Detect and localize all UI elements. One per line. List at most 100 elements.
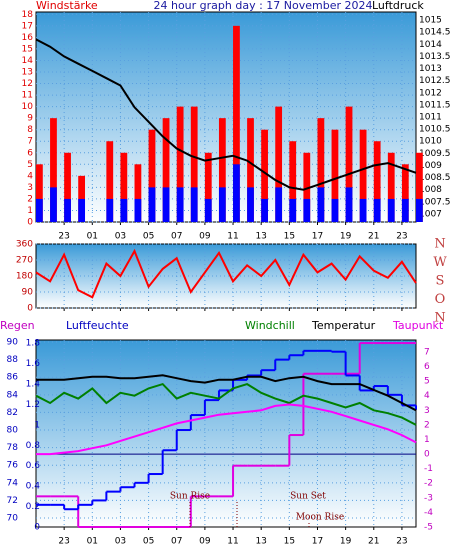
y-tick-label: 17 — [22, 21, 33, 31]
x-tick-label: 03 — [115, 232, 126, 242]
x-tick-label: 15 — [284, 537, 295, 547]
y2-tick-label: -3 — [424, 493, 433, 503]
y-tick-label: 14 — [22, 56, 34, 66]
y-tick-label: 360 — [16, 240, 33, 250]
wind-bar — [261, 198, 268, 222]
series-line — [35, 38, 417, 191]
x-tick-label: 23 — [58, 537, 69, 547]
y-tick-label: 18 — [22, 10, 34, 20]
wind-bar — [247, 118, 254, 222]
y2-tick-label: 1008 — [419, 185, 442, 195]
y-tick-label: 70 — [7, 514, 19, 524]
series-line — [36, 374, 417, 412]
y-tick-label: 10 — [22, 102, 34, 112]
wind-bar — [387, 152, 395, 222]
wind-bar — [50, 118, 57, 222]
y2-tick-label: 1009.5 — [419, 149, 451, 159]
y2-tick-label: 2 — [424, 420, 430, 430]
wind-bar — [36, 164, 43, 222]
y-tick-label: 9 — [27, 114, 33, 124]
wind-bar — [233, 164, 240, 222]
wind-bar — [401, 198, 409, 222]
y2-tick-label: 1013 — [419, 64, 442, 74]
y-tick-label: 3 — [27, 183, 33, 193]
y2-tick-label: -5 — [424, 523, 433, 533]
y2-tick-label: 1009 — [419, 161, 442, 171]
y2-tick-label: 1008.5 — [419, 173, 451, 183]
x-tick-label: 07 — [171, 232, 182, 242]
wind-bar — [106, 141, 114, 222]
y2-tick-label: -1 — [424, 464, 433, 474]
y-tick-label: 72 — [7, 496, 18, 506]
y2-tick-label: 1012.5 — [419, 76, 451, 86]
y-tick-label: 80 — [7, 426, 19, 436]
x-tick-label: 23 — [396, 232, 407, 242]
wind-bar — [303, 152, 311, 222]
y-tick-label: 7 — [27, 137, 33, 147]
wind-bar — [190, 187, 198, 222]
wind-bar — [373, 198, 381, 222]
event-label: Moon Rise — [296, 513, 344, 523]
x-tick-label: 11 — [227, 537, 238, 547]
y2-tick-label: 1011 — [419, 113, 442, 123]
wind-bar — [317, 118, 325, 222]
wind-bar — [134, 198, 142, 222]
wind-bar — [50, 187, 57, 222]
x-tick-label: 23 — [396, 537, 407, 547]
x-tick-label: 17 — [312, 232, 323, 242]
x-tick-label: 05 — [143, 537, 154, 547]
wind-bar — [373, 141, 381, 222]
wind-bar — [331, 129, 339, 222]
legend-temperatur: Temperatur — [311, 319, 376, 332]
x-tick-label: 15 — [284, 232, 295, 242]
wind-bar — [331, 198, 339, 222]
x-tick-label: 17 — [312, 537, 323, 547]
y-tick-label: 6 — [27, 148, 33, 158]
compass-label: S — [436, 274, 445, 289]
y2-tick-label: 1011.5 — [419, 100, 451, 110]
y-tick-label: 4 — [27, 171, 33, 181]
left-axis-title: Windstärke — [36, 0, 98, 12]
legend-regen: Regen — [0, 319, 35, 332]
wind-bar — [247, 187, 254, 222]
wind-bar — [36, 198, 43, 222]
y2-tick-label: 5 — [424, 377, 430, 387]
y2-tick-label: 6 — [424, 362, 430, 372]
y2-tick-label: 1007.5 — [419, 197, 451, 207]
wind-bar — [218, 118, 226, 222]
y3-tick-label: 1.2 — [26, 400, 40, 410]
x-tick-label: 23 — [58, 232, 69, 242]
y2-tick-label: 1 — [424, 435, 430, 445]
x-tick-label: 01 — [87, 537, 98, 547]
y3-tick-label: 1.8 — [26, 339, 41, 349]
series-line — [35, 248, 417, 299]
y-tick-label: 88 — [7, 355, 19, 365]
y3-tick-label: 1 — [34, 420, 40, 430]
y3-tick-label: 0 — [34, 523, 40, 533]
wind-bar — [289, 141, 297, 222]
y-tick-label: 15 — [22, 44, 33, 54]
wind-bar — [120, 152, 128, 222]
y2-tick-label: 1015 — [419, 16, 442, 26]
y3-tick-label: 0.8 — [26, 441, 41, 451]
y2-tick-label: -2 — [424, 479, 433, 489]
y-tick-label: 82 — [7, 408, 18, 418]
legend-windchill: Windchill — [245, 319, 295, 332]
y-tick-label: 180 — [16, 272, 33, 282]
y-tick-label: 12 — [22, 79, 33, 89]
x-tick-label: 03 — [115, 537, 126, 547]
wind-bar — [162, 118, 170, 222]
plot-background — [35, 11, 417, 223]
x-tick-label: 13 — [255, 537, 266, 547]
y2-tick-label: 1014 — [419, 40, 442, 50]
series-line — [36, 403, 417, 456]
y-tick-label: 90 — [22, 288, 34, 298]
y2-tick-label: 1014.5 — [419, 28, 451, 38]
wind-bar — [176, 187, 184, 222]
y-tick-label: 0 — [27, 304, 33, 314]
y3-tick-label: 0.4 — [26, 482, 41, 492]
x-tick-label: 07 — [171, 537, 182, 547]
wind-bar — [190, 106, 198, 222]
y-tick-label: 0 — [27, 218, 33, 228]
